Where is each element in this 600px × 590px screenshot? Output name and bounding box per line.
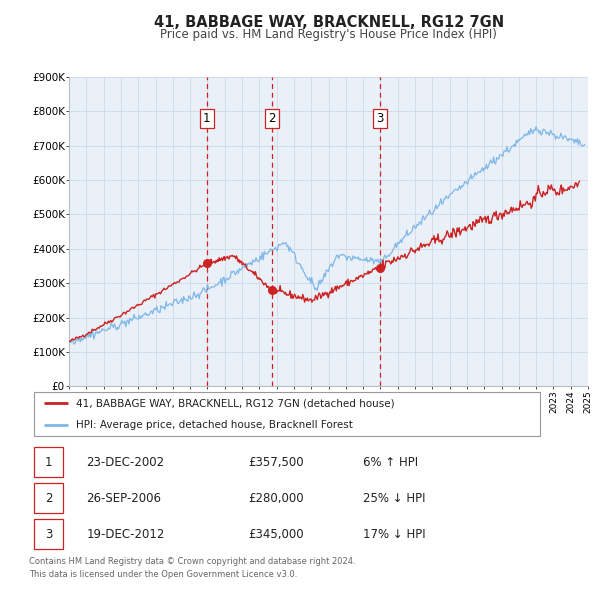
FancyBboxPatch shape: [34, 447, 63, 477]
FancyBboxPatch shape: [34, 392, 541, 436]
Text: Contains HM Land Registry data © Crown copyright and database right 2024.
This d: Contains HM Land Registry data © Crown c…: [29, 558, 355, 579]
Text: £357,500: £357,500: [248, 456, 304, 469]
Text: 3: 3: [44, 528, 52, 541]
Text: 41, BABBAGE WAY, BRACKNELL, RG12 7GN (detached house): 41, BABBAGE WAY, BRACKNELL, RG12 7GN (de…: [76, 398, 394, 408]
Text: Price paid vs. HM Land Registry's House Price Index (HPI): Price paid vs. HM Land Registry's House …: [160, 28, 497, 41]
Text: 3: 3: [376, 112, 383, 125]
Text: 41, BABBAGE WAY, BRACKNELL, RG12 7GN: 41, BABBAGE WAY, BRACKNELL, RG12 7GN: [154, 15, 504, 30]
FancyBboxPatch shape: [34, 519, 63, 549]
Text: 6% ↑ HPI: 6% ↑ HPI: [363, 456, 418, 469]
Text: 2: 2: [268, 112, 275, 125]
Text: 1: 1: [203, 112, 211, 125]
Text: 25% ↓ HPI: 25% ↓ HPI: [363, 492, 425, 505]
FancyBboxPatch shape: [34, 483, 63, 513]
Text: £345,000: £345,000: [248, 528, 304, 541]
Text: 19-DEC-2012: 19-DEC-2012: [86, 528, 164, 541]
Text: 2: 2: [44, 492, 52, 505]
Text: 17% ↓ HPI: 17% ↓ HPI: [363, 528, 425, 541]
Text: 1: 1: [44, 456, 52, 469]
Text: £280,000: £280,000: [248, 492, 304, 505]
Text: 26-SEP-2006: 26-SEP-2006: [86, 492, 161, 505]
Text: HPI: Average price, detached house, Bracknell Forest: HPI: Average price, detached house, Brac…: [76, 420, 353, 430]
Text: 23-DEC-2002: 23-DEC-2002: [86, 456, 164, 469]
